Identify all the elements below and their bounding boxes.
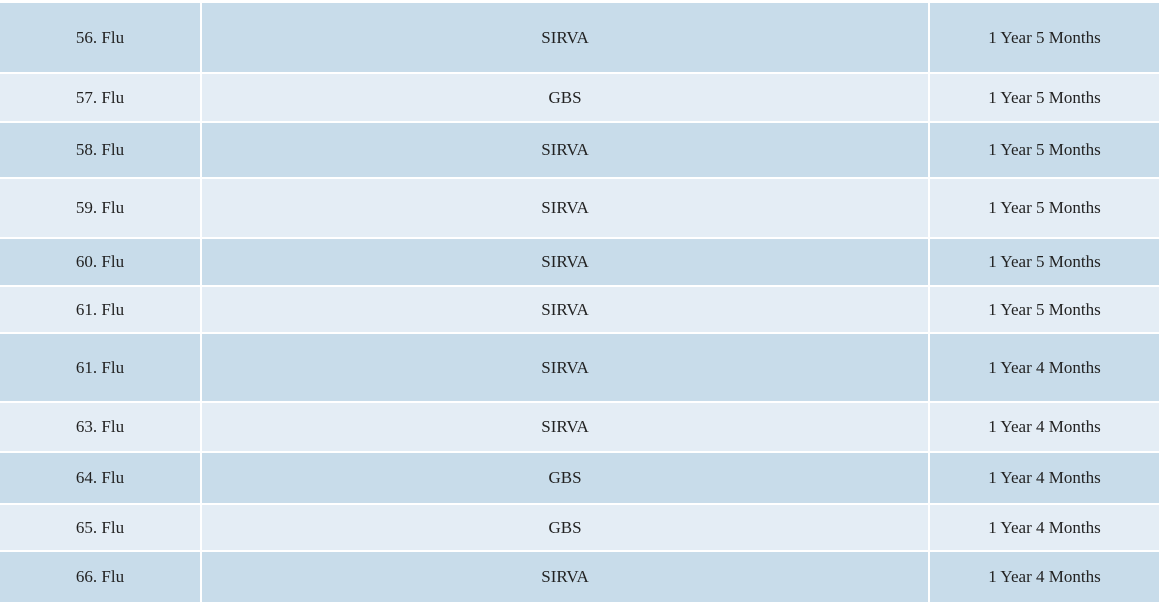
table-cell: 59. Flu (0, 179, 200, 237)
table-cell: SIRVA (202, 179, 928, 237)
table-row: 63. Flu SIRVA 1 Year 4 Months (0, 403, 1159, 451)
table-cell: 1 Year 4 Months (930, 552, 1159, 602)
table-cell: SIRVA (202, 334, 928, 401)
table-cell: SIRVA (202, 552, 928, 602)
table-cell: 1 Year 5 Months (930, 123, 1159, 177)
table-cell: SIRVA (202, 403, 928, 451)
table-cell: SIRVA (202, 3, 928, 72)
table-cell: SIRVA (202, 123, 928, 177)
table-row: 57. Flu GBS 1 Year 5 Months (0, 74, 1159, 121)
table-row: 61. Flu SIRVA 1 Year 4 Months (0, 334, 1159, 401)
table-cell: 65. Flu (0, 505, 200, 550)
table-cell: 60. Flu (0, 239, 200, 285)
table-row: 64. Flu GBS 1 Year 4 Months (0, 453, 1159, 503)
table-cell: 61. Flu (0, 287, 200, 332)
table-cell: SIRVA (202, 239, 928, 285)
table-cell: 57. Flu (0, 74, 200, 121)
table-cell: 63. Flu (0, 403, 200, 451)
table-cell: 1 Year 4 Months (930, 403, 1159, 451)
table-cell: 1 Year 5 Months (930, 74, 1159, 121)
table-cell: 1 Year 5 Months (930, 287, 1159, 332)
table-cell: 66. Flu (0, 552, 200, 602)
table-cell: 1 Year 4 Months (930, 334, 1159, 401)
table-cell: 1 Year 4 Months (930, 453, 1159, 503)
table-cell: 64. Flu (0, 453, 200, 503)
table-row: 65. Flu GBS 1 Year 4 Months (0, 505, 1159, 550)
table-row: 66. Flu SIRVA 1 Year 4 Months (0, 552, 1159, 602)
table-row: 58. Flu SIRVA 1 Year 5 Months (0, 123, 1159, 177)
table-cell: GBS (202, 453, 928, 503)
table-cell: 1 Year 5 Months (930, 179, 1159, 237)
table-cell: 1 Year 4 Months (930, 505, 1159, 550)
table-cell: GBS (202, 74, 928, 121)
table-cell: 61. Flu (0, 334, 200, 401)
table-cell: SIRVA (202, 287, 928, 332)
table-row: 59. Flu SIRVA 1 Year 5 Months (0, 179, 1159, 237)
table-row: 61. Flu SIRVA 1 Year 5 Months (0, 287, 1159, 332)
table-cell: GBS (202, 505, 928, 550)
table-cell: 58. Flu (0, 123, 200, 177)
table: 56. Flu SIRVA 1 Year 5 Months 57. Flu GBS 1 Y… (0, 3, 1159, 604)
table-cell: 56. Flu (0, 3, 200, 72)
table-row: 60. Flu SIRVA 1 Year 5 Months (0, 239, 1159, 285)
table-cell: 1 Year 5 Months (930, 3, 1159, 72)
table-cell: 1 Year 5 Months (930, 239, 1159, 285)
table-row: 56. Flu SIRVA 1 Year 5 Months (0, 3, 1159, 72)
